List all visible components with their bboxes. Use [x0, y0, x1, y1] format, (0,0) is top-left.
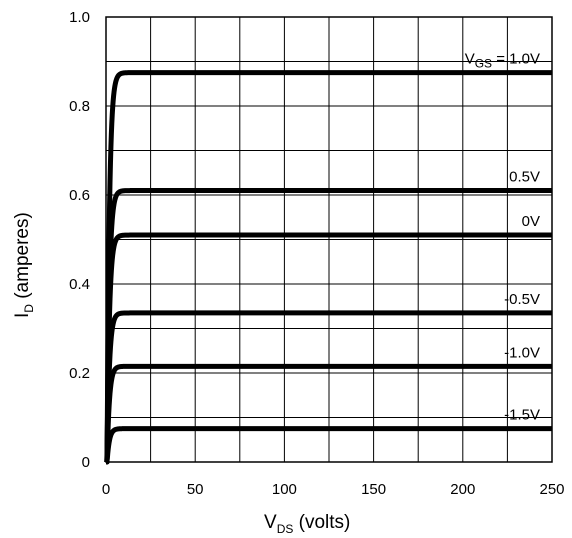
plot-frame	[105, 16, 553, 463]
series-label: -1.5V	[504, 407, 540, 424]
y-tick-label: 1.0	[69, 9, 90, 26]
series-label: -0.5V	[504, 291, 540, 308]
series-line	[103, 363, 553, 465]
series-line	[103, 426, 552, 465]
y-tick-label: 0.6	[69, 187, 90, 204]
x-tick-label: 150	[361, 481, 386, 498]
y-tick-label: 0	[82, 454, 90, 471]
series-line	[103, 70, 553, 465]
tick-labels: 0 50 100 150 200 250 0 0.2 0.4 0.6 0.8 1.0	[69, 9, 564, 498]
x-tick-label: 200	[450, 481, 475, 498]
curve-labels: VGS = 1.0V 0.5V 0V -0.5V -1.0V -1.5V	[465, 51, 540, 424]
axes	[105, 16, 553, 463]
series-label: 0V	[522, 213, 540, 230]
x-axis-label: VDS (volts)	[264, 512, 350, 536]
y-tick-label: 0.8	[69, 98, 90, 115]
grid	[106, 17, 552, 462]
series-line	[103, 310, 553, 465]
y-tick-label: 0.2	[69, 365, 90, 382]
series-line	[103, 232, 553, 465]
x-tick-label: 250	[539, 481, 564, 498]
x-tick-label: 50	[187, 481, 204, 498]
series-label: VGS = 1.0V	[465, 51, 540, 71]
y-tick-label: 0.4	[69, 276, 90, 293]
x-tick-label: 100	[272, 481, 297, 498]
x-tick-label: 0	[102, 481, 110, 498]
series-label: -1.0V	[504, 344, 540, 361]
y-axis-label: ID (amperes)	[12, 212, 36, 318]
series-label: 0.5V	[509, 169, 540, 186]
curves	[103, 70, 553, 465]
